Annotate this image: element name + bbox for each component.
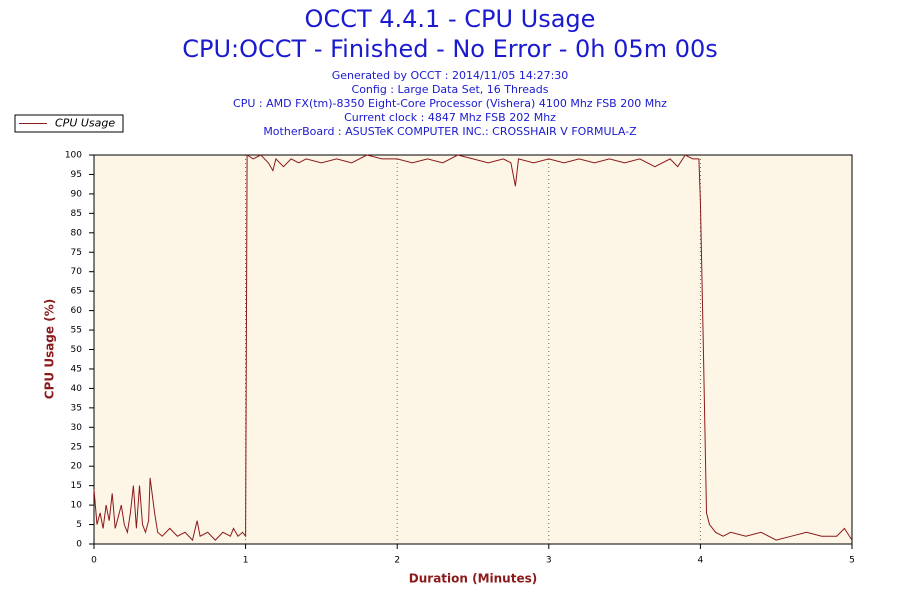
x-tick-label: 2 (394, 556, 400, 566)
x-tick-label: 4 (698, 556, 704, 566)
y-tick-label: 15 (71, 481, 82, 491)
header-line: Generated by OCCT : 2014/11/05 14:27:30 (332, 69, 569, 82)
header-line: Config : Large Data Set, 16 Threads (352, 83, 549, 96)
data-line (93, 154, 853, 542)
legend-label: CPU Usage (55, 117, 115, 130)
y-tick-label: 40 (71, 384, 83, 394)
y-tick-label: 10 (71, 501, 83, 511)
legend-box (14, 114, 124, 133)
y-tick-label: 65 (71, 287, 82, 297)
y-axis-label: CPU Usage (%) (43, 299, 57, 399)
y-tick-label: 75 (71, 248, 82, 258)
y-tick-label: 85 (71, 209, 82, 219)
x-tick-label: 0 (91, 556, 97, 566)
header-line: CPU : AMD FX(tm)-8350 Eight-Core Process… (233, 97, 667, 110)
y-tick-label: 70 (71, 267, 83, 277)
y-tick-label: 25 (71, 442, 82, 452)
y-tick-label: 20 (71, 462, 83, 472)
y-tick-label: 95 (71, 170, 82, 180)
y-tick-label: 5 (76, 520, 82, 530)
chart-subtitle: CPU:OCCT - Finished - No Error - 0h 05m … (182, 35, 718, 63)
chart-title: OCCT 4.4.1 - CPU Usage (305, 5, 596, 33)
y-tick-label: 0 (76, 540, 82, 550)
x-tick-label: 5 (849, 556, 855, 566)
y-tick-label: 90 (71, 189, 83, 199)
y-tick-label: 100 (65, 151, 82, 161)
y-tick-label: 30 (71, 423, 83, 433)
y-tick-label: 45 (71, 364, 82, 374)
y-tick-label: 80 (71, 228, 83, 238)
plot-area (93, 154, 853, 545)
x-tick-label: 1 (243, 556, 249, 566)
header-line: Current clock : 4847 Mhz FSB 202 Mhz (344, 111, 556, 124)
y-tick-label: 55 (71, 326, 82, 336)
x-axis-label: Duration (Minutes) (409, 572, 537, 586)
header-line: MotherBoard : ASUSTeK COMPUTER INC.: CRO… (263, 125, 637, 138)
y-tick-label: 50 (71, 345, 83, 355)
y-tick-label: 35 (71, 403, 82, 413)
y-tick-label: 60 (71, 306, 83, 316)
x-tick-label: 3 (546, 556, 552, 566)
